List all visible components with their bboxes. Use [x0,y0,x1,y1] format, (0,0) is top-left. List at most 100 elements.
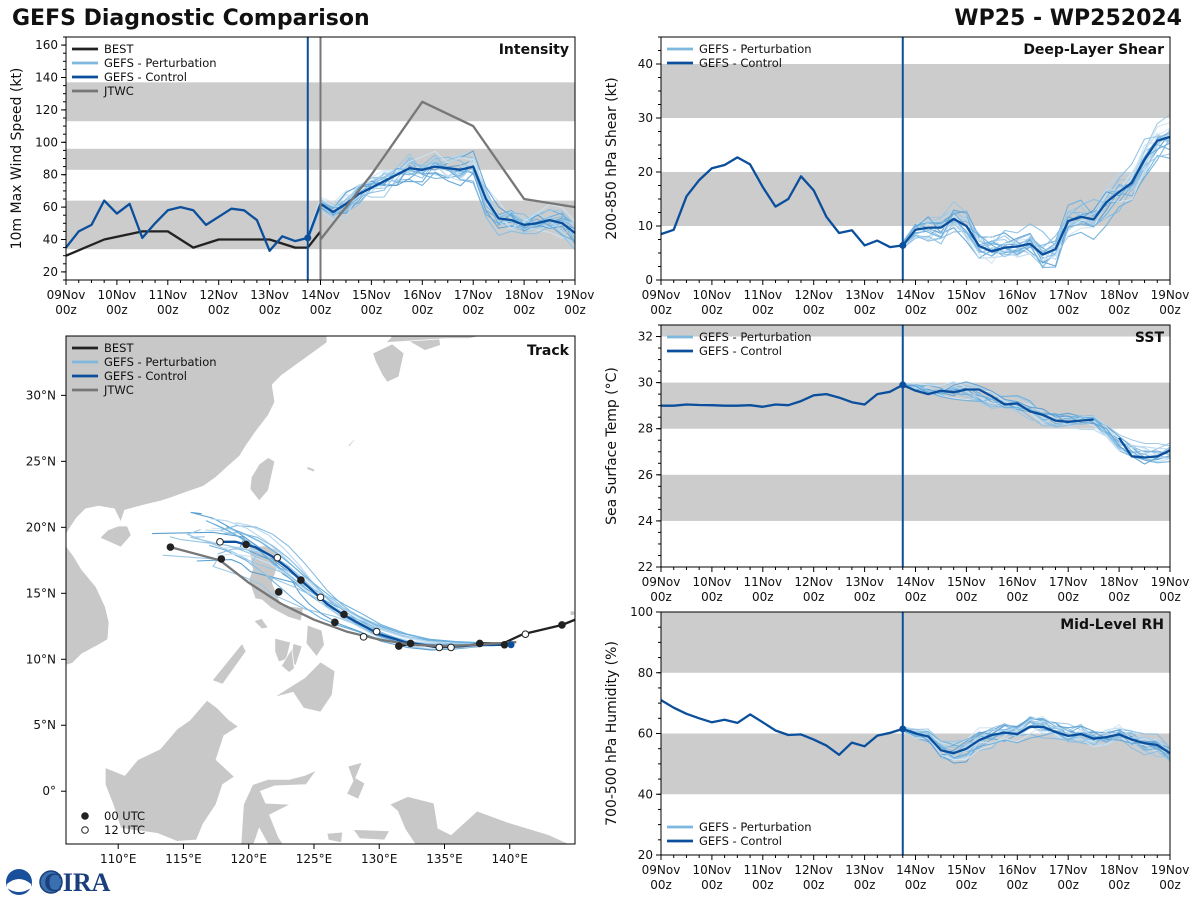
rh-xtick-label: 11Nov [743,863,782,877]
track-best-marker [406,639,415,648]
track-best-marker [500,640,509,649]
intensity-perturbation-line [307,161,576,251]
shear-xtick-label: 16Nov [998,288,1037,302]
shear-ytick-label: 10 [638,219,653,233]
sulawesi-island [240,769,318,844]
track-perturbation-line [211,527,513,646]
rh-xtick-sublabel: 00z [650,878,672,892]
track-xtick-label: 135°E [426,852,463,866]
rh-xtick-label: 14Nov [896,863,935,877]
rh-perturbation-line [902,724,1171,761]
sst-perturbation-line [902,385,1171,464]
sst-xtick-label: 17Nov [1049,575,1088,589]
intensity-legend-label: GEFS - Control [104,70,187,84]
intensity-xtick-sublabel: 00z [259,303,281,317]
shear-title: Deep-Layer Shear [1023,42,1164,58]
rh-xtick-label: 19Nov [1151,863,1190,877]
sst-xtick-label: 14Nov [896,575,935,589]
track-control-init-marker [507,641,515,649]
intensity-xtick-label: 18Nov [505,288,544,302]
shear-xtick-label: 17Nov [1049,288,1088,302]
shear-xtick-label: 11Nov [743,288,782,302]
track-title: Track [527,343,570,359]
shear-legend-label: GEFS - Control [699,56,782,70]
track-best-marker [217,555,226,563]
track-legend-label: GEFS - Control [104,369,187,383]
sst-xtick-label: 16Nov [998,575,1037,589]
taiwan-island [249,456,276,502]
sst-xtick-sublabel: 00z [650,590,672,604]
mainland-asia [66,336,328,666]
intensity-perturbation-line [307,153,576,237]
shear-xtick-sublabel: 00z [1057,303,1079,317]
sst-xtick-sublabel: 00z [1007,590,1029,604]
track-best-marker [340,610,348,619]
intensity-legend-label: BEST [104,42,134,56]
rh-xtick-label: 17Nov [1049,863,1088,877]
intensity-perturbation-line [307,156,576,239]
track-best-marker [395,642,403,650]
shear-ytick-label: 0 [645,273,653,287]
okinawa-island [347,437,358,448]
track-best-marker [475,639,484,648]
rh-xtick-sublabel: 00z [854,878,876,892]
shear-chart: 01020304009Nov00z10Nov00z11Nov00z12Nov00… [604,36,1189,317]
sst-ytick-label: 32 [638,330,653,344]
sst-ytick-label: 24 [638,514,653,528]
intensity-xtick-label: 09Nov [47,288,86,302]
intensity-xtick-label: 11Nov [148,288,187,302]
shear-xtick-label: 18Nov [1100,288,1139,302]
sst-chart: 22242628303209Nov00z10Nov00z11Nov00z12No… [604,324,1190,604]
track-best-marker [435,643,444,652]
intensity-xtick-label: 10Nov [98,288,137,302]
saipan-island [583,589,586,592]
sst-xtick-label: 19Nov [1151,575,1190,589]
shear-xtick-sublabel: 00z [1007,303,1029,317]
shear-xtick-sublabel: 00z [1159,303,1181,317]
rh-xtick-label: 18Nov [1100,863,1139,877]
track-marker-legend-swatch [81,826,89,834]
rh-xtick-label: 13Nov [845,863,884,877]
track-perturbation-line [152,531,513,647]
intensity-xtick-label: 15Nov [352,288,391,302]
shear-xtick-label: 14Nov [896,288,935,302]
borneo-island [104,699,240,842]
rh-xtick-label: 16Nov [998,863,1037,877]
sst-xtick-label: 11Nov [743,575,782,589]
rh-ytick-label: 20 [638,848,653,862]
track-xtick-label: 115°E [165,852,202,866]
intensity-ytick-label: 20 [43,265,58,279]
track-legend-label: GEFS - Perturbation [104,355,217,369]
track-best-marker [558,621,566,629]
rh-xtick-sublabel: 00z [1057,878,1079,892]
intensity-xtick-label: 13Nov [250,288,289,302]
intensity-xtick-sublabel: 00z [310,303,332,317]
intensity-best-line [65,230,322,257]
shear-ytick-label: 40 [638,57,653,71]
track-frame [65,335,576,845]
track-perturbation-line [216,553,513,650]
intensity-ytick-label: 140 [35,71,58,85]
track-marker-legend-label: 12 UTC [104,823,145,837]
cira-globe-icon [39,870,63,894]
rh-init-marker [899,725,907,733]
honshu-island [384,336,483,344]
intensity-xtick-sublabel: 00z [462,303,484,317]
track-best-marker [216,538,224,546]
intensity-xtick-label: 19Nov [556,288,595,302]
intensity-xtick-label: 14Nov [301,288,340,302]
shear-xtick-label: 09Nov [642,288,681,302]
intensity-chart: 2040608010012014016009Nov00z10Nov00z11No… [9,36,595,317]
intensity-legend-label: JTWC [103,84,134,98]
track-ytick-label: 25°N [26,454,56,468]
shear-ylabel: 200-850 hPa Shear (kt) [604,77,620,239]
track-jtwc-line [170,545,517,648]
sst-xtick-sublabel: 00z [1159,590,1181,604]
track-land [66,336,586,844]
shear-perturbation-line [902,127,1171,265]
intensity-xtick-sublabel: 00z [208,303,230,317]
rh-xtick-sublabel: 00z [1159,878,1181,892]
intensity-xtick-label: 17Nov [454,288,493,302]
shear-gefs-control-line [660,135,1171,256]
